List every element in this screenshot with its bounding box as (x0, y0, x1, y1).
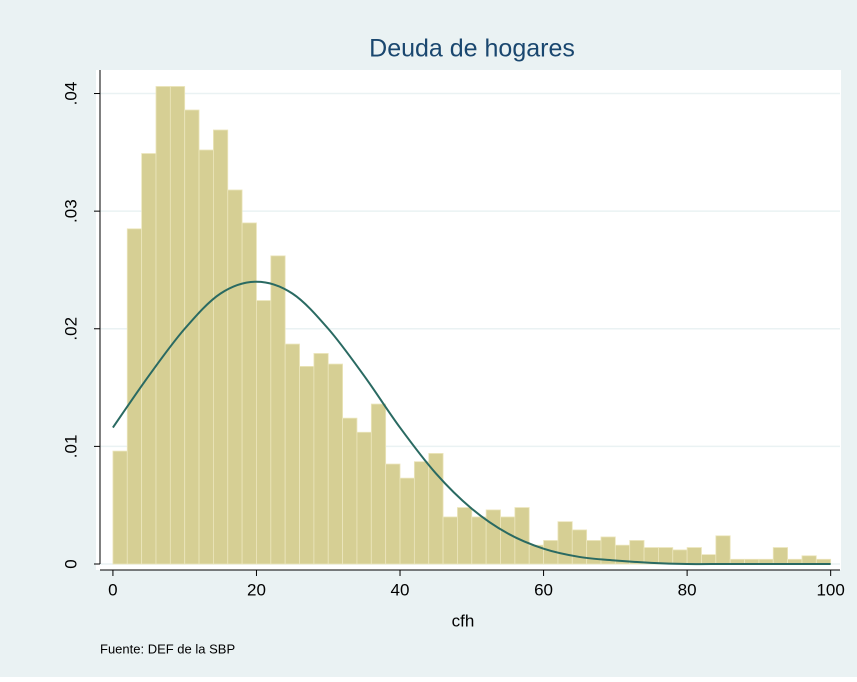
note: Fuente: DEF de la SBP (100, 641, 235, 656)
y-tick-label: 0 (61, 559, 80, 568)
bar (500, 516, 516, 565)
bar (169, 86, 186, 565)
bar (313, 353, 329, 565)
bar (672, 549, 688, 565)
bar (342, 417, 358, 565)
bar (327, 363, 343, 565)
y-tick-label: .03 (61, 199, 80, 223)
bar (701, 554, 717, 565)
x-tick-label: 80 (678, 580, 697, 599)
x-tick-label: 60 (534, 580, 553, 599)
x-tick-label: 20 (247, 580, 266, 599)
bar (141, 153, 157, 565)
bar (184, 109, 200, 565)
bar (658, 547, 674, 565)
bar (643, 547, 659, 565)
y-tick-label: .02 (61, 317, 80, 341)
x-tick-label: 40 (391, 580, 410, 599)
bar (270, 255, 286, 565)
bar (213, 129, 229, 565)
bar (241, 222, 257, 565)
x-tick-label: 0 (108, 580, 117, 599)
bar (155, 86, 171, 565)
bar (256, 300, 272, 565)
bar (385, 463, 401, 565)
bar (198, 149, 214, 565)
bar (715, 535, 731, 565)
bar (485, 509, 501, 565)
bar (112, 450, 128, 565)
bar (284, 343, 300, 565)
y-tick-label: .01 (61, 435, 80, 459)
bar (442, 516, 458, 565)
bar (686, 547, 702, 565)
bar (428, 453, 444, 565)
bar (370, 403, 387, 565)
x-axis-label: cfh (452, 611, 475, 630)
bar (772, 547, 789, 565)
density-line (112, 280, 831, 566)
bar (801, 555, 817, 565)
bar (471, 516, 487, 565)
bar (299, 365, 315, 565)
bar (586, 540, 602, 565)
bar (629, 540, 645, 565)
bar (514, 507, 530, 565)
bar (557, 521, 573, 565)
chart-title: Deuda de hogares (369, 35, 575, 63)
bar (227, 189, 243, 565)
bar (571, 529, 588, 565)
x-tick-label: 100 (816, 580, 844, 599)
bar (413, 461, 430, 565)
y-tick-label: .04 (61, 82, 80, 106)
bar (356, 431, 372, 565)
bar (399, 477, 415, 565)
bar (457, 507, 473, 565)
